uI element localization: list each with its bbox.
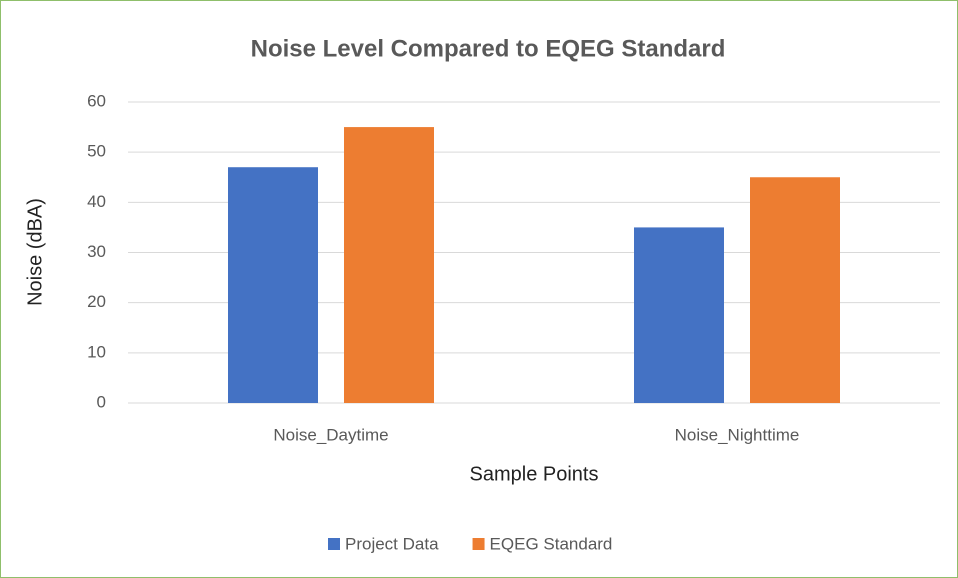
y-tick-label: 10 bbox=[87, 342, 106, 361]
bar bbox=[344, 127, 434, 403]
legend-swatch bbox=[472, 538, 485, 550]
y-tick-label: 50 bbox=[87, 142, 106, 161]
y-tick-label: 40 bbox=[87, 192, 106, 211]
y-tick-label: 30 bbox=[87, 242, 106, 261]
chart-title: Noise Level Compared to EQEG Standard bbox=[251, 35, 726, 62]
legend-label: EQEG Standard bbox=[490, 534, 613, 553]
bar bbox=[228, 167, 318, 403]
x-axis-label: Sample Points bbox=[470, 463, 599, 485]
y-tick-label: 20 bbox=[87, 292, 106, 311]
legend-swatch bbox=[328, 538, 340, 550]
bar bbox=[750, 177, 840, 403]
y-axis-label: Noise (dBA) bbox=[24, 198, 46, 306]
x-tick-label: Noise_Daytime bbox=[273, 425, 388, 444]
bar bbox=[634, 227, 724, 403]
legend-label: Project Data bbox=[345, 534, 439, 553]
y-tick-label: 0 bbox=[97, 392, 106, 411]
x-tick-label: Noise_Nighttime bbox=[675, 425, 800, 444]
y-tick-label: 60 bbox=[87, 91, 106, 110]
